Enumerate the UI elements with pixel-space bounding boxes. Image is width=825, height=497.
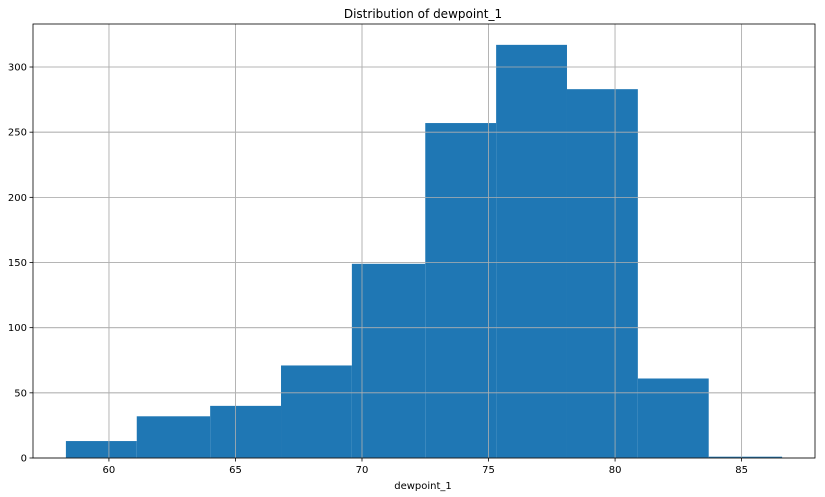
y-tick-label: 250 (8, 128, 27, 139)
x-tick-label: 75 (482, 465, 495, 476)
x-tick-label: 85 (735, 465, 748, 476)
y-tick-label: 300 (8, 63, 27, 74)
y-tick-label: 150 (8, 258, 27, 269)
x-tick-label: 65 (229, 465, 242, 476)
chart-title: Distribution of dewpoint_1 (344, 7, 502, 21)
histogram-bars (33, 24, 815, 459)
y-tick-label: 50 (14, 388, 27, 399)
x-tick-label: 70 (356, 465, 369, 476)
y-tick-label: 200 (8, 193, 27, 204)
histogram-bar (637, 378, 709, 458)
histogram-bar (425, 123, 497, 458)
histogram-bar (65, 441, 137, 458)
x-tick-label: 80 (609, 465, 622, 476)
x-tick-label: 60 (103, 465, 116, 476)
histogram-bar (351, 263, 426, 458)
histogram-bar (281, 365, 352, 458)
x-axis-label: dewpoint_1 (394, 481, 452, 492)
y-tick-label: 100 (8, 323, 27, 334)
axes-frame (32, 23, 816, 459)
histogram-bar (210, 405, 282, 458)
tick-labels: 60 65 70 75 80 85 0 50 100 150 200 250 300 (8, 63, 748, 476)
histogram-bar (708, 456, 783, 458)
plot-frame (32, 23, 816, 459)
y-tick-label: 0 (21, 454, 27, 465)
histogram-bar (566, 89, 638, 459)
histogram-bar (136, 416, 211, 458)
histogram-bar (496, 44, 567, 459)
grid-overlay (33, 24, 815, 459)
